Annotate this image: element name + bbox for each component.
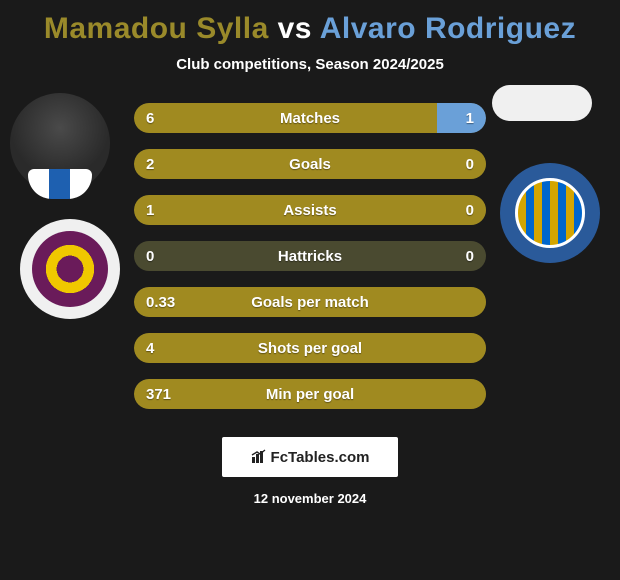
player2-name: Alvaro Rodriguez [320,12,576,45]
stat-bar-row: 61Matches [134,103,486,133]
snapshot-date: 12 november 2024 [0,491,620,506]
stat-label: Shots per goal [134,340,486,357]
stat-bar-row: 371Min per goal [134,379,486,409]
chart-increasing-icon [251,449,267,466]
player2-club-badge [500,163,600,263]
stat-label: Min per goal [134,386,486,403]
player1-name: Mamadou Sylla [44,12,269,45]
site-logo[interactable]: FcTables.com [222,437,398,477]
stat-bar-row: 4Shots per goal [134,333,486,363]
comparison-arena: 61Matches 20Goals 10Assists 00Hattricks 0.33… [0,103,620,409]
player2-avatar [492,85,592,121]
player1-avatar [10,93,110,193]
stat-bar-row: 10Assists [134,195,486,225]
stat-label: Matches [134,110,486,127]
stat-bars-container: 61Matches 20Goals 10Assists 00Hattricks 0.33… [134,103,486,409]
stat-label: Goals per match [134,294,486,311]
stat-label: Goals [134,156,486,173]
stat-bar-row: 0.33Goals per match [134,287,486,317]
player1-jersey-icon [28,169,92,199]
site-logo-text: FcTables.com [271,449,370,466]
stat-bar-row: 20Goals [134,149,486,179]
player1-club-badge [20,219,120,319]
vs-separator: vs [278,12,312,45]
club-badge-icon [32,231,108,307]
comparison-title: Mamadou Sylla vs Alvaro Rodriguez [0,0,620,46]
stat-bar-row: 00Hattricks [134,241,486,271]
stat-label: Hattricks [134,248,486,265]
club-badge-icon [515,178,585,248]
stat-label: Assists [134,202,486,219]
season-subtitle: Club competitions, Season 2024/2025 [0,56,620,73]
